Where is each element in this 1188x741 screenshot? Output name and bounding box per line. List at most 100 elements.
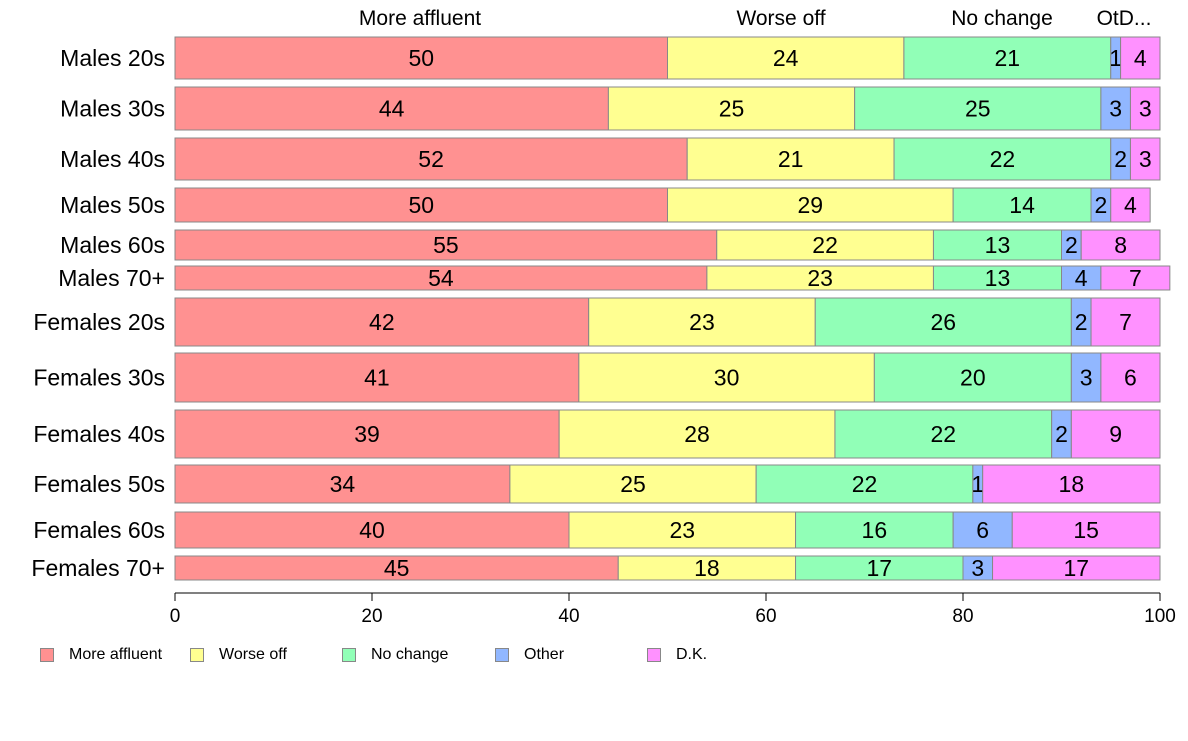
data-label-4-4: 8 <box>1114 232 1127 258</box>
x-tick-label-3: 60 <box>755 606 776 627</box>
data-label-3-3: 2 <box>1095 192 1108 218</box>
data-label-4-3: 2 <box>1065 232 1078 258</box>
data-label-1-0: 44 <box>379 96 405 122</box>
data-label-1-4: 3 <box>1139 96 1152 122</box>
bar-segment-more-affluent-6 <box>174 297 590 347</box>
top-label-3: OtD... <box>1097 7 1152 30</box>
bar-segment-no-change-6 <box>814 297 1072 347</box>
bar-segment-other-1 <box>1100 86 1131 131</box>
bar-segment-more-affluent-1 <box>174 86 609 131</box>
bar-segment-other-5 <box>1061 265 1102 291</box>
data-label-9-3: 1 <box>971 471 984 497</box>
bar-segment-more-affluent-10 <box>174 511 570 549</box>
row-label-4: Males 60s <box>60 232 165 258</box>
x-tick-label-5: 100 <box>1144 606 1176 627</box>
data-label-7-2: 20 <box>960 365 986 391</box>
data-label-10-4: 15 <box>1073 517 1099 543</box>
data-label-1-2: 25 <box>965 96 991 122</box>
legend-label: No change <box>371 646 449 663</box>
data-label-8-0: 39 <box>354 421 380 447</box>
bar-segment-no-change-3 <box>952 187 1092 223</box>
bar-segment-worse-off-10 <box>568 511 797 549</box>
data-label-3-2: 14 <box>1009 192 1035 218</box>
row-label-5: Males 70+ <box>58 265 165 291</box>
data-label-1-1: 25 <box>719 96 745 122</box>
legend-swatch <box>40 648 54 662</box>
bar-segment-d-k--8 <box>1070 409 1161 459</box>
data-label-3-4: 4 <box>1124 192 1137 218</box>
data-label-5-3: 4 <box>1075 265 1088 291</box>
bar-segment-d-k--4 <box>1080 229 1161 261</box>
bar-segment-d-k--1 <box>1129 86 1161 131</box>
data-label-11-0: 45 <box>384 555 410 581</box>
bar-segment-d-k--11 <box>992 555 1161 581</box>
row-label-10: Females 60s <box>33 517 165 543</box>
bar-segment-other-11 <box>962 555 994 581</box>
row-label-1: Males 30s <box>60 96 165 122</box>
legend-swatch <box>495 648 509 662</box>
bar-segment-worse-off-3 <box>667 187 954 223</box>
bar-segment-worse-off-0 <box>667 36 905 80</box>
row-label-11: Females 70+ <box>31 555 165 581</box>
bar-segment-no-change-10 <box>795 511 954 549</box>
data-label-0-3: 1 <box>1109 45 1122 71</box>
bar-segment-no-change-0 <box>903 36 1112 80</box>
bar-segment-worse-off-8 <box>558 409 836 459</box>
bar-segment-worse-off-2 <box>686 137 895 181</box>
row-label-0: Males 20s <box>60 45 165 71</box>
bar-segment-d-k--5 <box>1100 265 1171 291</box>
row-label-8: Females 40s <box>33 421 165 447</box>
x-tick-label-2: 40 <box>558 606 579 627</box>
data-label-2-2: 22 <box>990 146 1016 172</box>
bar-segment-worse-off-1 <box>607 86 856 131</box>
data-label-4-0: 55 <box>433 232 459 258</box>
top-label-2: No change <box>951 7 1053 30</box>
top-labels: More affluent Worse off No change OtD... <box>359 7 1152 30</box>
data-label-5-0: 54 <box>428 265 454 291</box>
bar-segment-more-affluent-0 <box>174 36 668 80</box>
bar-segment-no-change-7 <box>873 352 1072 403</box>
data-label-5-2: 13 <box>985 265 1011 291</box>
data-label-5-1: 23 <box>807 265 833 291</box>
data-label-11-1: 18 <box>694 555 720 581</box>
data-label-5-4: 7 <box>1129 265 1142 291</box>
data-label-10-3: 6 <box>976 517 989 543</box>
top-label-1: Worse off <box>736 7 825 30</box>
top-label-0: More affluent <box>359 7 481 30</box>
data-label-6-0: 42 <box>369 309 395 335</box>
data-label-8-4: 9 <box>1109 421 1122 447</box>
data-label-2-1: 21 <box>778 146 804 172</box>
data-label-0-1: 24 <box>773 45 799 71</box>
bar-segment-more-affluent-11 <box>174 555 619 581</box>
data-label-6-1: 23 <box>689 309 715 335</box>
data-label-1-3: 3 <box>1109 96 1122 122</box>
x-axis: 0 20 40 60 80 100 <box>170 592 1176 627</box>
data-label-0-2: 21 <box>995 45 1021 71</box>
data-label-7-1: 30 <box>714 365 740 391</box>
bar-segment-no-change-8 <box>834 409 1053 459</box>
data-label-10-2: 16 <box>862 517 888 543</box>
data-label-7-4: 6 <box>1124 365 1137 391</box>
data-label-10-0: 40 <box>359 517 385 543</box>
bars: 50 24 21 1 444 25 25 3 352 21 22 2 350 29 14 2 455 22 13 2 8… <box>174 36 1171 581</box>
bar-segment-more-affluent-7 <box>174 352 580 403</box>
legend-label: D.K. <box>676 646 708 663</box>
data-label-4-1: 22 <box>812 232 838 258</box>
data-label-0-4: 4 <box>1134 45 1147 71</box>
bar-segment-no-change-4 <box>932 229 1063 261</box>
bar-segment-no-change-1 <box>854 86 1102 131</box>
bar-segment-no-change-5 <box>932 265 1063 291</box>
data-label-4-2: 13 <box>985 232 1011 258</box>
bar-segment-worse-off-7 <box>578 352 875 403</box>
legend-label: Other <box>524 646 565 663</box>
row-label-7: Females 30s <box>33 365 165 391</box>
bar-segment-more-affluent-8 <box>174 409 560 459</box>
bar-segment-no-change-11 <box>795 555 964 581</box>
bar-segment-worse-off-11 <box>617 555 797 581</box>
bar-segment-other-7 <box>1070 352 1102 403</box>
x-tick-label-4: 80 <box>952 606 973 627</box>
data-label-2-4: 3 <box>1139 146 1152 172</box>
bar-segment-d-k--10 <box>1011 511 1161 549</box>
